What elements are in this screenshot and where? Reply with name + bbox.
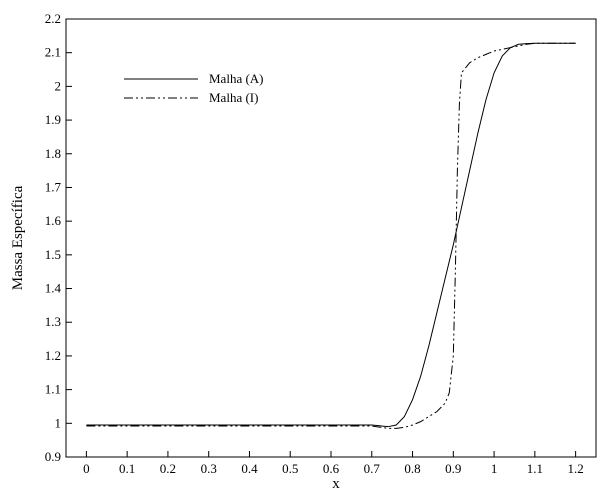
y-tick-label: 1: [55, 415, 62, 430]
x-tick-label: 0.7: [364, 461, 381, 476]
y-axis-label: Massa Específica: [10, 185, 26, 290]
y-axis-ticks: 0.9 1 1.1 1.2 1.3 1.4 1.5 1.6 1.7 1.8 1.9 2 2.1 2.2: [45, 11, 72, 464]
x-axis-label: x: [332, 476, 340, 492]
y-tick-label: 0.9: [45, 449, 61, 464]
y-tick-label: 1.5: [45, 247, 61, 262]
x-tick-label: 0: [83, 461, 90, 476]
y-tick-label: 1.9: [45, 112, 61, 127]
x-tick-label: 0.9: [445, 461, 461, 476]
x-tick-label: 0.8: [404, 461, 420, 476]
legend: Malha (A) Malha (I): [124, 71, 264, 105]
y-tick-label: 2: [55, 78, 62, 93]
legend-label-1: Malha (A): [209, 71, 264, 86]
x-tick-label: 0.1: [119, 461, 135, 476]
x-tick-label: 0.2: [160, 461, 176, 476]
series-line-1: [86, 42, 576, 428]
y-tick-label: 1.4: [45, 281, 62, 296]
x-tick-label: 0.3: [201, 461, 217, 476]
y-tick-label: 1.7: [45, 179, 62, 194]
y-tick-label: 2.2: [45, 11, 61, 26]
series-layer: [86, 42, 576, 429]
y-tick-label: 1.8: [45, 146, 61, 161]
legend-label-2: Malha (I): [209, 90, 258, 105]
x-axis-ticks: 0 0.1 0.2 0.3 0.4 0.5 0.6 0.7 0.8 0.9 1 1.1 1.2: [83, 451, 584, 476]
y-tick-label: 1.6: [45, 213, 62, 228]
x-tick-label: 1.2: [567, 461, 583, 476]
x-tick-label: 0.4: [241, 461, 258, 476]
plot-frame: [65, 18, 597, 458]
x-tick-label: 1: [491, 461, 498, 476]
y-tick-label: 1.3: [45, 314, 61, 329]
y-tick-label: 1.1: [45, 382, 61, 397]
y-tick-label: 1.2: [45, 348, 61, 363]
y-tick-label: 2.1: [45, 45, 61, 60]
series-line-2: [86, 42, 576, 429]
x-tick-label: 0.5: [282, 461, 298, 476]
x-tick-label: 1.1: [527, 461, 543, 476]
x-tick-label: 0.6: [323, 461, 340, 476]
